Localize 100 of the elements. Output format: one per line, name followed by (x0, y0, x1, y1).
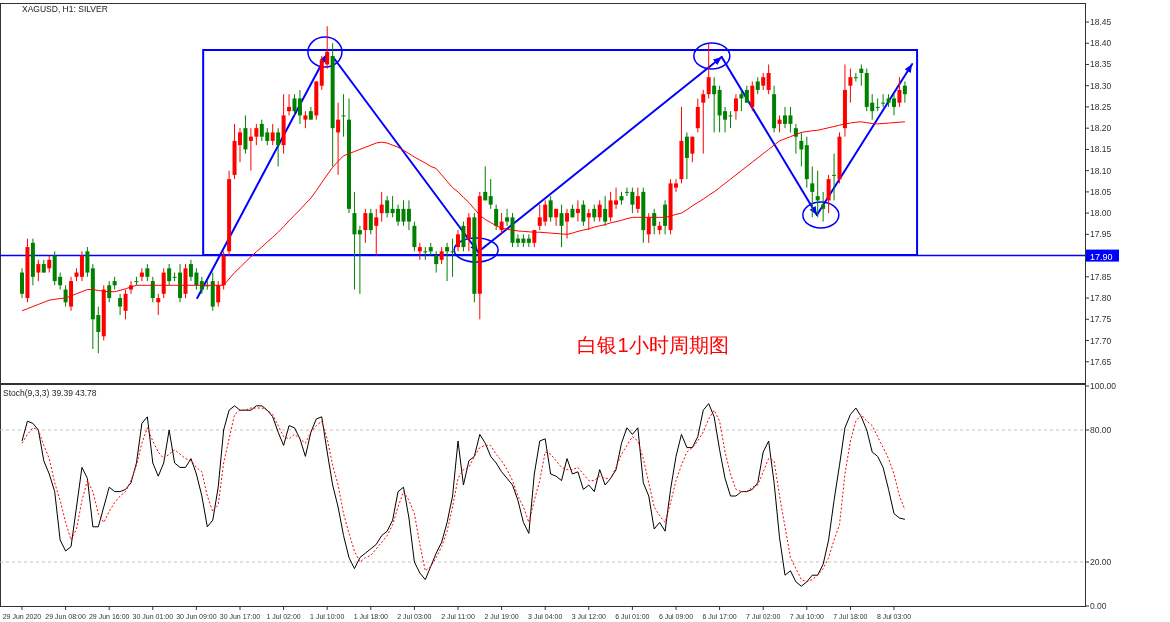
y-tick-label: 18.25 (1090, 101, 1112, 112)
candlestick (853, 72, 858, 82)
candlestick (494, 204, 499, 231)
candlestick (167, 263, 172, 286)
candlestick (85, 246, 90, 278)
candlestick (270, 123, 275, 146)
candlestick (848, 68, 853, 104)
candlestick (20, 267, 24, 299)
candlestick (297, 89, 302, 125)
y-tick-label: 18.40 (1090, 38, 1112, 49)
candlestick (554, 208, 559, 227)
candlestick (417, 242, 422, 261)
chart-title: Stoch(9,3,3) 39.39 43.78 (3, 388, 97, 398)
candlestick (456, 229, 460, 252)
candlestick (815, 170, 820, 218)
y-tick-label: 18.30 (1090, 80, 1112, 91)
y-tick-label: 17.70 (1090, 335, 1112, 346)
candlestick (341, 93, 346, 138)
candlestick (733, 93, 738, 121)
candlestick (466, 212, 471, 252)
candlestick (706, 42, 711, 99)
candlestick (575, 199, 580, 223)
annotation: 白银1小时周期图 (577, 334, 729, 356)
candlestick (646, 212, 651, 244)
candlestick (199, 276, 204, 295)
candlestick (287, 93, 292, 116)
candlestick (799, 131, 804, 167)
candlestick (423, 246, 428, 261)
candlestick (254, 123, 259, 146)
candlestick (559, 204, 564, 248)
candlestick (488, 178, 493, 210)
candlestick (118, 293, 123, 316)
candlestick (897, 76, 902, 108)
candlestick (368, 208, 373, 235)
y-tick-label: 17.65 (1090, 356, 1112, 367)
candlestick (712, 76, 717, 133)
candlestick (150, 276, 155, 303)
candlestick (695, 97, 700, 133)
candlestick (352, 191, 357, 291)
candlestick (374, 208, 379, 257)
candlestick (216, 280, 221, 308)
candlestick (750, 80, 755, 112)
candlestick (79, 250, 84, 282)
candlestick (243, 114, 248, 155)
candlestick (821, 191, 826, 223)
candlestick (434, 250, 439, 274)
candlestick (597, 199, 602, 223)
candlestick (450, 238, 455, 278)
candlestick (483, 165, 488, 201)
y-tick-label: 18.00 (1090, 208, 1112, 219)
candlestick (505, 208, 510, 227)
candlestick (728, 110, 733, 129)
y-tick-label: 17.95 (1090, 229, 1112, 240)
candlestick (832, 153, 837, 201)
candlestick (826, 174, 831, 214)
candlestick (902, 80, 907, 104)
y-tick-label: 18.05 (1090, 186, 1112, 197)
candlestick (385, 195, 390, 218)
candlestick (875, 97, 880, 112)
chart-title: XAGUSD, H1: SILVER (22, 4, 108, 14)
y-tick-label: 20.00 (1090, 557, 1112, 567)
candlestick (652, 208, 657, 235)
y-tick-label: 0.00 (1090, 601, 1107, 611)
candlestick (161, 267, 166, 299)
ref-line-label: 17.90 (1090, 251, 1113, 262)
candlestick (739, 89, 744, 112)
candlestick (412, 221, 417, 252)
candlestick (690, 136, 695, 163)
y-tick-label: 18.35 (1090, 59, 1112, 70)
candlestick (276, 127, 281, 167)
candlestick (406, 199, 411, 231)
candlestick (859, 63, 864, 87)
candlestick (139, 267, 144, 282)
candlestick (461, 221, 466, 252)
candlestick (445, 242, 450, 282)
y-tick-label: 80.00 (1090, 425, 1112, 435)
y-tick-label: 18.10 (1090, 165, 1112, 176)
candlestick (663, 199, 668, 235)
candlestick (581, 199, 586, 227)
candlestick (248, 127, 253, 172)
candlestick (363, 208, 368, 244)
candlestick (36, 259, 41, 282)
y-tick-label: 100.00 (1090, 381, 1117, 391)
candlestick (379, 191, 384, 223)
candlestick (526, 233, 531, 248)
candlestick (586, 208, 591, 231)
candlestick (565, 208, 569, 240)
candlestick (156, 293, 161, 316)
y-tick-label: 18.15 (1090, 144, 1112, 155)
y-tick-label: 18.45 (1090, 16, 1112, 27)
y-tick-label: 17.80 (1090, 293, 1112, 304)
candlestick (766, 63, 771, 95)
candlestick (357, 225, 362, 295)
candlestick (635, 187, 640, 214)
y-tick-label: 17.75 (1090, 314, 1112, 325)
y-tick-label: 18.20 (1090, 123, 1112, 134)
candlestick (684, 131, 689, 180)
candlestick (701, 89, 706, 155)
candlestick (603, 195, 608, 227)
y-tick-label: 17.85 (1090, 271, 1112, 282)
